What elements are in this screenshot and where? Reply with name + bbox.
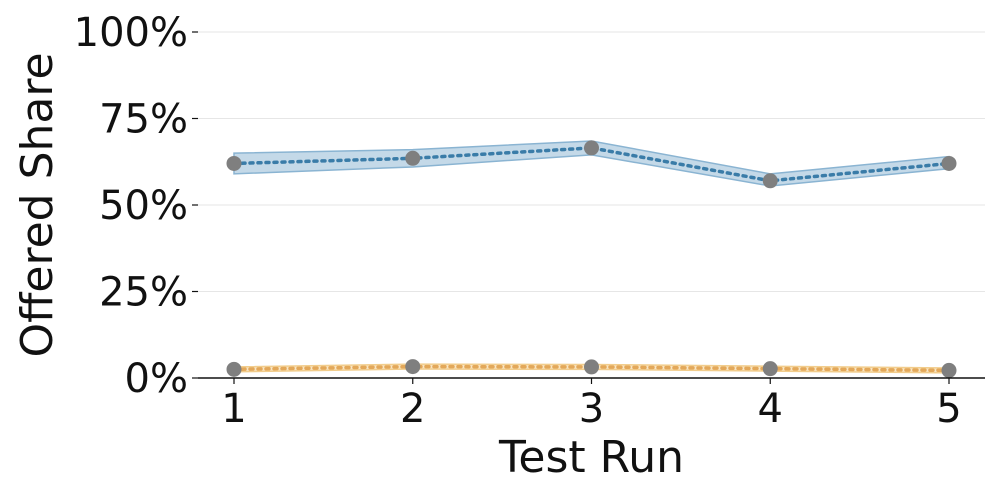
- series-2-point: [226, 361, 242, 377]
- series-1-point: [405, 150, 421, 166]
- x-tick-label: 5: [936, 386, 961, 432]
- x-tick-label: 4: [758, 386, 783, 432]
- series-lines: [232, 146, 951, 373]
- y-axis-ticks: 0% 25% 50% 75% 100%: [74, 10, 198, 402]
- series-1-line: [232, 146, 951, 183]
- x-axis-ticks: 1 2 3 4 5: [221, 378, 962, 432]
- series-2-point: [762, 361, 778, 377]
- x-tick-label: 2: [400, 386, 425, 432]
- y-tick-label: 75%: [99, 97, 188, 143]
- series-2-point: [405, 359, 421, 375]
- y-tick-label: 25%: [99, 270, 188, 316]
- y-tick-label: 0%: [125, 356, 188, 402]
- x-tick-label: 1: [221, 386, 246, 432]
- x-axis-title: Test Run: [498, 432, 684, 483]
- grid-lines: [198, 31, 985, 292]
- series-2-point: [584, 359, 599, 375]
- y-axis-title: Offered Share: [12, 52, 63, 357]
- series-2-point: [941, 362, 957, 378]
- x-tick-label: 3: [579, 386, 604, 432]
- y-tick-label: 100%: [74, 10, 188, 56]
- y-tick-label: 50%: [99, 183, 188, 229]
- series-1-point: [941, 155, 957, 171]
- series-2-line: [232, 364, 951, 373]
- confidence-bands: [233, 140, 950, 374]
- series-1-point: [762, 173, 778, 189]
- series-markers: [226, 140, 957, 378]
- series-1-point: [584, 140, 599, 156]
- series-1-point: [226, 155, 242, 171]
